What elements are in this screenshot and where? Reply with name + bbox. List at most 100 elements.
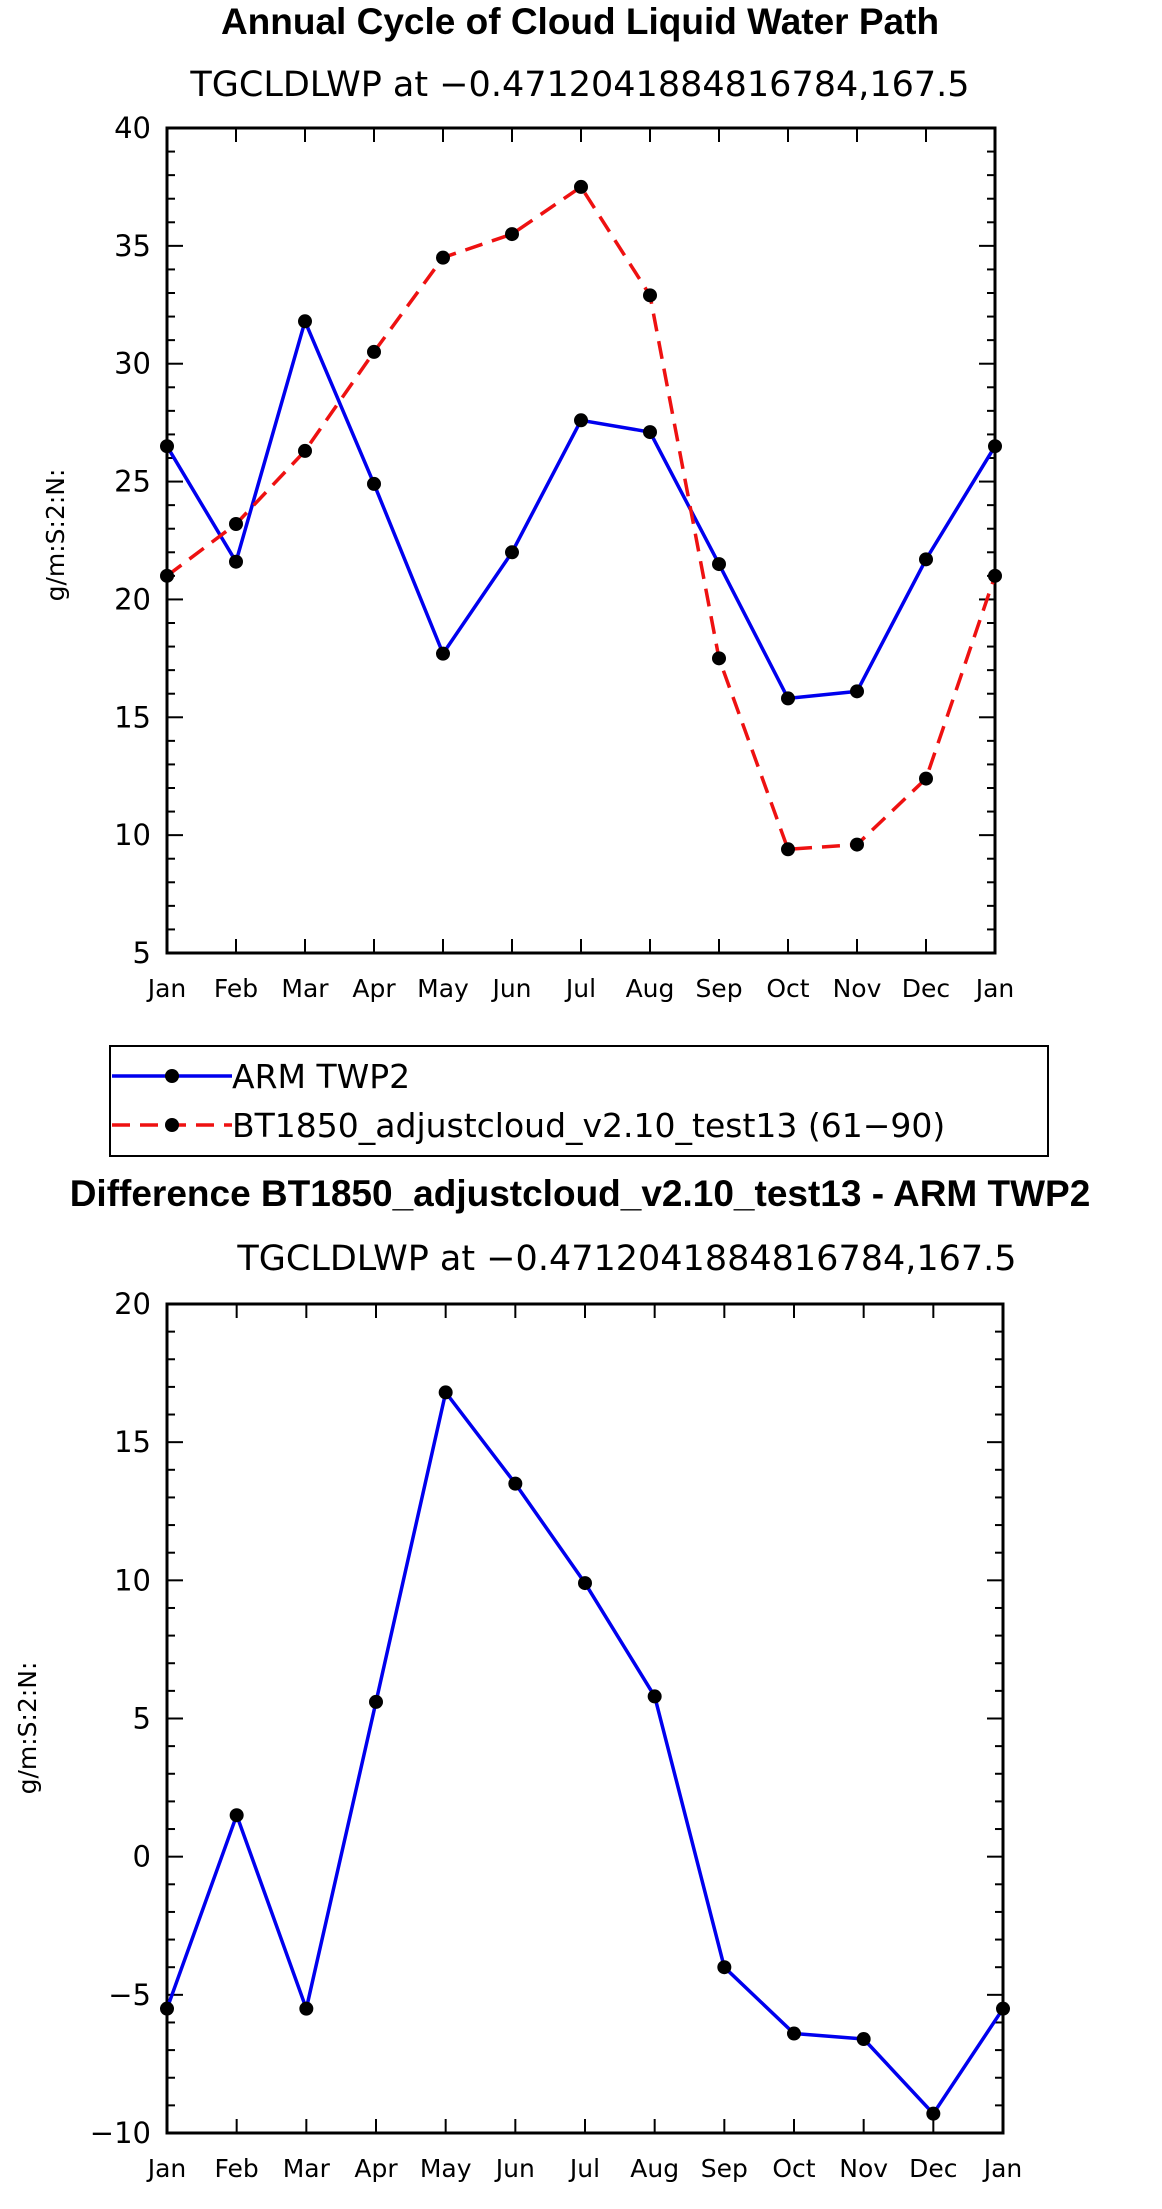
legend-marker-arm xyxy=(165,1069,179,1083)
chart1-plot: 5 10 15 20 25 30 35 40 Jan Feb Mar Apr May Jun Jul Aug S… xyxy=(114,111,1014,1003)
chart1-xtick-label: Nov xyxy=(833,974,882,1003)
legend-entry-arm: ARM TWP2 xyxy=(232,1057,410,1096)
chart1-series-1-point xyxy=(988,568,1002,583)
chart2-subtitle: TGCLDLWP at −0.4712041884816784,167.5 xyxy=(236,1239,1016,1279)
chart1-ytick-label: 25 xyxy=(114,465,151,499)
chart1-xtick-label: Jun xyxy=(490,974,531,1003)
chart1-series-0-point xyxy=(850,684,864,699)
chart2-xtick-label: Feb xyxy=(215,2154,259,2183)
chart1-ytick-label: 40 xyxy=(114,111,151,145)
chart1-series-0-point xyxy=(505,545,519,560)
chart1-series-0-point xyxy=(988,439,1002,454)
chart2-series-0-point xyxy=(996,2001,1010,2016)
chart2-series-0-point xyxy=(299,2001,314,2016)
chart1-series-0-point xyxy=(781,691,795,706)
legend-box xyxy=(109,1045,1049,1157)
chart1-ytick-label: 30 xyxy=(114,347,151,381)
chart1-series-1-point xyxy=(850,837,864,852)
chart2-series-0-point xyxy=(438,1385,453,1400)
chart1-frame xyxy=(165,126,997,955)
chart1-xtick-label: Oct xyxy=(766,974,809,1003)
chart1-series-1-point xyxy=(298,443,312,458)
chart1-series-line-1 xyxy=(165,185,997,852)
chart1-series-0-point xyxy=(436,646,450,661)
chart2-ytick-label: 5 xyxy=(133,1702,151,1736)
chart2-series-0-point xyxy=(717,1960,732,1975)
chart2-xtick-label: Oct xyxy=(772,2154,815,2183)
legend-entry-model: BT1850_adjustcloud_v2.10_test13 (61−90) xyxy=(232,1106,945,1145)
chart1-series-1-point xyxy=(229,517,243,531)
chart1-xtick-label: Jan xyxy=(146,974,187,1003)
chart1-ylabel: g/m:S:2:N: xyxy=(41,469,70,602)
chart2-series-0-point xyxy=(787,2026,801,2041)
chart2-ytick-label: 0 xyxy=(133,1840,151,1874)
chart2-xtick-label: Aug xyxy=(630,2154,679,2183)
chart2-ytick-label: −5 xyxy=(108,1978,151,2012)
chart2-title: Difference BT1850_adjustcloud_v2.10_test… xyxy=(70,1173,1091,1214)
chart1-series-0-point xyxy=(160,439,174,454)
chart2-ytick-label: 15 xyxy=(114,1425,151,1459)
chart1-series-0-point xyxy=(919,552,933,567)
chart2-ytick-label: 10 xyxy=(114,1563,151,1597)
chart1-ytick-label: 5 xyxy=(133,936,151,970)
chart2-xtick-label: Mar xyxy=(283,2154,331,2183)
chart1-title: Annual Cycle of Cloud Liquid Water Path xyxy=(221,1,939,42)
chart1-xtick-label: Sep xyxy=(695,974,742,1003)
chart2-series-0-point xyxy=(369,1694,383,1709)
chart2-xtick-label: Sep xyxy=(701,2154,748,2183)
chart1-xtick-label: Jul xyxy=(564,974,596,1003)
chart1-series-1-point xyxy=(436,250,450,265)
chart2-series-0-point xyxy=(926,2106,941,2121)
chart2-frame xyxy=(165,1302,1005,2135)
chart2-xtick-label: Jun xyxy=(494,2154,535,2183)
chart1-series-1-point xyxy=(781,842,795,857)
chart1-xtick-label: Jan xyxy=(974,974,1015,1003)
chart2-xtick-label: Nov xyxy=(839,2154,888,2183)
chart1-series-1-point xyxy=(643,288,657,303)
chart2-series-0-point xyxy=(160,2001,174,2016)
chart2-xtick-label: Jul xyxy=(568,2154,600,2183)
chart1-series-0-point xyxy=(229,554,243,569)
chart2-xtick-label: Dec xyxy=(909,2154,957,2183)
chart2-series-0-point xyxy=(229,1808,244,1823)
chart2-series-0-point xyxy=(856,2032,871,2047)
chart2-series-line-0 xyxy=(165,1390,1005,2116)
chart1-series-1-point xyxy=(160,568,174,583)
chart2-ylabel: g/m:S:2:N: xyxy=(13,1662,42,1795)
chart1-series-0-point xyxy=(367,476,381,491)
chart1-xtick-label: Aug xyxy=(626,974,675,1003)
chart1-ytick-label: 35 xyxy=(114,229,151,263)
chart2-ytick-label: −10 xyxy=(90,2116,151,2150)
chart2-series-0-point xyxy=(647,1689,662,1704)
chart1-series-1-point xyxy=(574,179,588,194)
chart1-xtick-label: Mar xyxy=(281,974,329,1003)
chart1-xtick-label: May xyxy=(417,974,469,1003)
chart1-subtitle: TGCLDLWP at −0.4712041884816784,167.5 xyxy=(189,65,969,105)
chart1-series-0-point xyxy=(574,413,588,428)
chart2-xtick-label: May xyxy=(420,2154,472,2183)
chart1-ytick-label: 10 xyxy=(114,818,151,852)
chart1-series-1-point xyxy=(919,771,933,786)
chart1-series-1-point xyxy=(505,227,519,242)
chart1-series-0-point xyxy=(298,314,312,329)
chart1-xtick-label: Feb xyxy=(214,974,258,1003)
chart1-xtick-label: Dec xyxy=(902,974,950,1003)
chart1-ytick-label: 20 xyxy=(114,582,151,616)
chart2-series-0-point xyxy=(508,1476,523,1491)
legend-marker-model xyxy=(165,1118,179,1132)
legend: ARM TWP2 BT1850_adjustcloud_v2.10_test13… xyxy=(109,1045,1049,1157)
chart2-xtick-label: Jan xyxy=(982,2154,1023,2183)
chart1-series-line-0 xyxy=(165,319,997,701)
chart2-xtick-label: Jan xyxy=(146,2154,187,2183)
chart2-plot: −10 −5 0 5 10 15 20 Jan Feb Mar Apr May Jun Jul Aug Sep… xyxy=(90,1287,1022,2183)
chart1-series-1-point xyxy=(712,651,726,666)
chart2-xtick-label: Apr xyxy=(354,2154,398,2183)
chart1-ytick-label: 15 xyxy=(114,700,151,734)
chart1-xtick-label: Apr xyxy=(352,974,396,1003)
chart2-series-0-point xyxy=(578,1576,592,1591)
chart2-ytick-label: 20 xyxy=(114,1287,151,1321)
chart1-series-0-point xyxy=(712,557,726,572)
chart1-series-1-point xyxy=(367,344,381,359)
chart1-series-0-point xyxy=(643,425,657,440)
